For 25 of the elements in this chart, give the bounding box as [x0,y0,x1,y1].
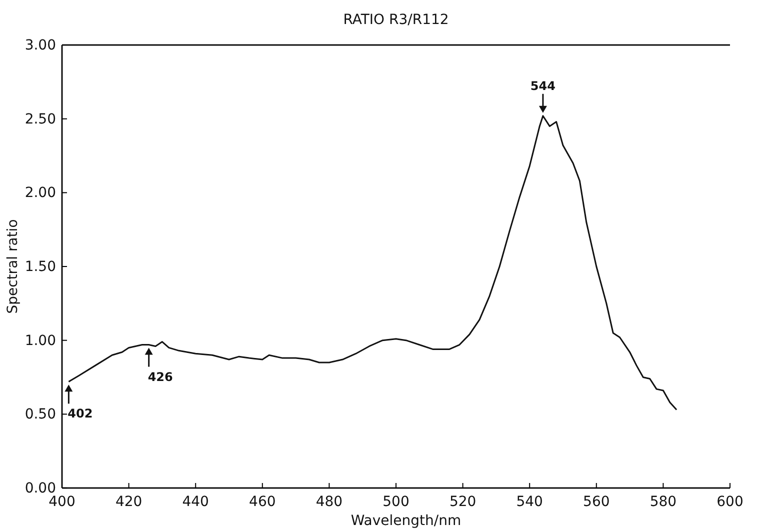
y-tick-label: 0.50 [24,406,56,423]
y-tick-label: 1.00 [24,332,56,349]
line-series [68,115,678,410]
x-tick-label: 400 [48,494,76,510]
y-axis-title: Spectral ratio [5,219,21,314]
y-tick-label: 1.50 [24,258,56,275]
y-tick-label: 0.00 [24,480,56,496]
x-tick-label: 420 [115,494,142,510]
x-tick-label: 500 [382,494,410,510]
x-tick-label: 540 [516,494,543,510]
x-tick-label: 600 [716,494,744,510]
chart-title: RATIO R3/R112 [343,12,449,28]
x-tick-label: 460 [249,494,276,510]
y-tick-label: 2.50 [24,111,56,128]
x-tick-label: 440 [182,494,209,510]
y-tick-label: 3.00 [24,37,56,54]
x-tick-label: 520 [449,494,476,510]
y-tick-label: 2.00 [24,185,56,202]
x-tick-label: 580 [650,494,677,510]
x-tick-label: 560 [583,494,610,510]
x-axis-title: Wavelength/nm [350,513,462,529]
annotation: 402 [68,406,93,421]
x-tick-label: 480 [316,494,343,510]
annotation: 544 [530,78,556,93]
annotation: 426 [148,370,173,384]
